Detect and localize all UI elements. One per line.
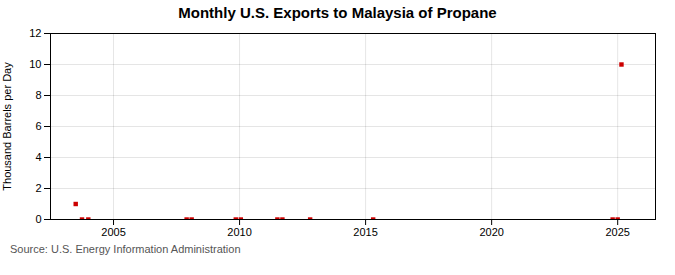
svg-text:12: 12	[29, 27, 41, 39]
svg-text:8: 8	[35, 89, 41, 101]
svg-text:Thousand Barrels per Day: Thousand Barrels per Day	[1, 62, 13, 191]
html-text:Source: U.S. Energy Informatio: Source: U.S. Energy Information Administ…	[10, 243, 241, 255]
svg-text:2005: 2005	[101, 226, 125, 238]
svg-text:2010: 2010	[227, 226, 251, 238]
svg-text:0: 0	[35, 213, 41, 225]
html-text:Monthly U.S. Exports to Malays: Monthly U.S. Exports to Malaysia of Prop…	[178, 4, 497, 21]
svg-text:2020: 2020	[479, 226, 503, 238]
svg-text:2: 2	[35, 182, 41, 194]
svg-text:2025: 2025	[605, 226, 629, 238]
svg-text:6: 6	[35, 120, 41, 132]
svg-text:10: 10	[29, 58, 41, 70]
svg-text:4: 4	[35, 151, 41, 163]
svg-text:2015: 2015	[353, 226, 377, 238]
